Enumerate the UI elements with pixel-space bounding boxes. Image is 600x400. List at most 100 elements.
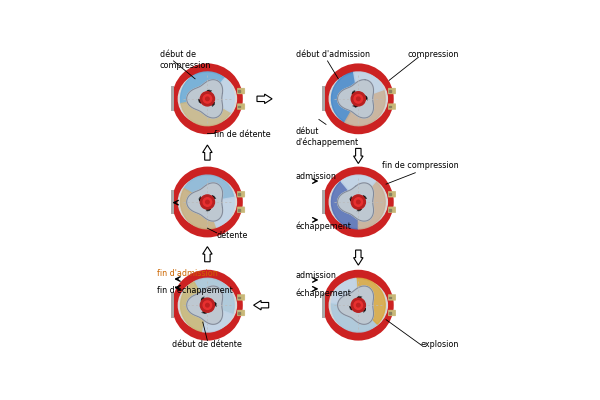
Bar <box>238 312 240 314</box>
Wedge shape <box>181 99 231 126</box>
Polygon shape <box>338 80 374 118</box>
Bar <box>171 86 174 111</box>
Wedge shape <box>194 278 235 314</box>
Wedge shape <box>208 197 235 227</box>
Text: début
d'échappement: début d'échappement <box>296 128 359 148</box>
Wedge shape <box>341 175 376 202</box>
Polygon shape <box>187 80 223 118</box>
Circle shape <box>351 298 365 312</box>
Text: début de
compression: début de compression <box>160 50 211 70</box>
Polygon shape <box>203 145 212 160</box>
Circle shape <box>356 200 360 204</box>
Bar <box>238 194 240 195</box>
Text: fin de compression: fin de compression <box>382 161 458 170</box>
FancyBboxPatch shape <box>237 88 245 94</box>
Circle shape <box>172 270 243 341</box>
FancyBboxPatch shape <box>388 310 396 316</box>
Circle shape <box>206 97 209 100</box>
Wedge shape <box>345 90 385 126</box>
Text: détente: détente <box>217 231 248 240</box>
Polygon shape <box>338 183 374 221</box>
FancyBboxPatch shape <box>388 207 396 213</box>
Wedge shape <box>208 78 235 112</box>
Polygon shape <box>257 94 272 104</box>
Polygon shape <box>254 300 269 310</box>
Text: échappement: échappement <box>296 221 352 231</box>
Bar <box>238 297 240 298</box>
Ellipse shape <box>329 176 388 228</box>
Circle shape <box>323 270 394 341</box>
Circle shape <box>354 301 362 310</box>
Wedge shape <box>184 175 234 202</box>
Polygon shape <box>353 148 363 164</box>
Wedge shape <box>181 282 208 332</box>
FancyBboxPatch shape <box>388 88 396 94</box>
Circle shape <box>203 301 212 310</box>
Text: fin de détente: fin de détente <box>214 130 270 139</box>
FancyBboxPatch shape <box>388 191 396 197</box>
Polygon shape <box>353 250 363 265</box>
Bar <box>322 190 325 214</box>
Ellipse shape <box>178 73 236 125</box>
Bar <box>389 209 391 210</box>
FancyBboxPatch shape <box>388 104 396 110</box>
Polygon shape <box>187 80 223 118</box>
Polygon shape <box>187 286 223 324</box>
Circle shape <box>172 63 243 134</box>
Circle shape <box>200 298 214 312</box>
Bar <box>322 293 325 318</box>
Wedge shape <box>331 181 358 229</box>
FancyBboxPatch shape <box>388 294 396 300</box>
Wedge shape <box>358 181 385 229</box>
Wedge shape <box>356 278 385 324</box>
Wedge shape <box>331 72 358 122</box>
Bar <box>389 90 391 92</box>
Circle shape <box>356 304 360 307</box>
Ellipse shape <box>178 279 236 331</box>
Wedge shape <box>181 72 225 104</box>
Polygon shape <box>338 80 374 118</box>
Text: échappement: échappement <box>296 288 352 298</box>
Circle shape <box>172 166 243 238</box>
Text: fin d'admission: fin d'admission <box>157 269 217 278</box>
FancyBboxPatch shape <box>237 191 245 197</box>
FancyBboxPatch shape <box>237 294 245 300</box>
Polygon shape <box>203 247 212 262</box>
Circle shape <box>203 94 212 103</box>
Circle shape <box>200 92 214 106</box>
Wedge shape <box>332 278 358 305</box>
Bar <box>238 106 240 107</box>
Polygon shape <box>187 183 223 221</box>
Polygon shape <box>187 183 223 221</box>
Bar <box>389 194 391 195</box>
Circle shape <box>203 198 212 206</box>
Text: explosion: explosion <box>420 340 458 349</box>
Bar <box>238 90 240 92</box>
Polygon shape <box>338 286 374 324</box>
Text: admission: admission <box>296 172 337 181</box>
Circle shape <box>354 94 362 103</box>
Wedge shape <box>331 303 377 332</box>
Polygon shape <box>187 286 223 324</box>
Circle shape <box>356 97 360 100</box>
Text: fin d'échappement: fin d'échappement <box>157 286 232 295</box>
Circle shape <box>323 63 394 134</box>
Polygon shape <box>338 183 374 221</box>
Text: admission: admission <box>296 272 337 280</box>
Wedge shape <box>181 188 217 229</box>
Circle shape <box>206 304 209 307</box>
Circle shape <box>323 166 394 238</box>
Circle shape <box>200 195 214 209</box>
Circle shape <box>206 200 209 204</box>
Text: début d'admission: début d'admission <box>296 50 370 59</box>
FancyBboxPatch shape <box>237 104 245 110</box>
Bar <box>389 106 391 107</box>
Wedge shape <box>353 72 383 99</box>
Circle shape <box>351 195 365 209</box>
Bar <box>171 190 174 214</box>
Bar <box>322 86 325 111</box>
Text: compression: compression <box>407 50 458 59</box>
Bar <box>389 297 391 298</box>
Ellipse shape <box>329 279 388 331</box>
Ellipse shape <box>178 176 236 228</box>
